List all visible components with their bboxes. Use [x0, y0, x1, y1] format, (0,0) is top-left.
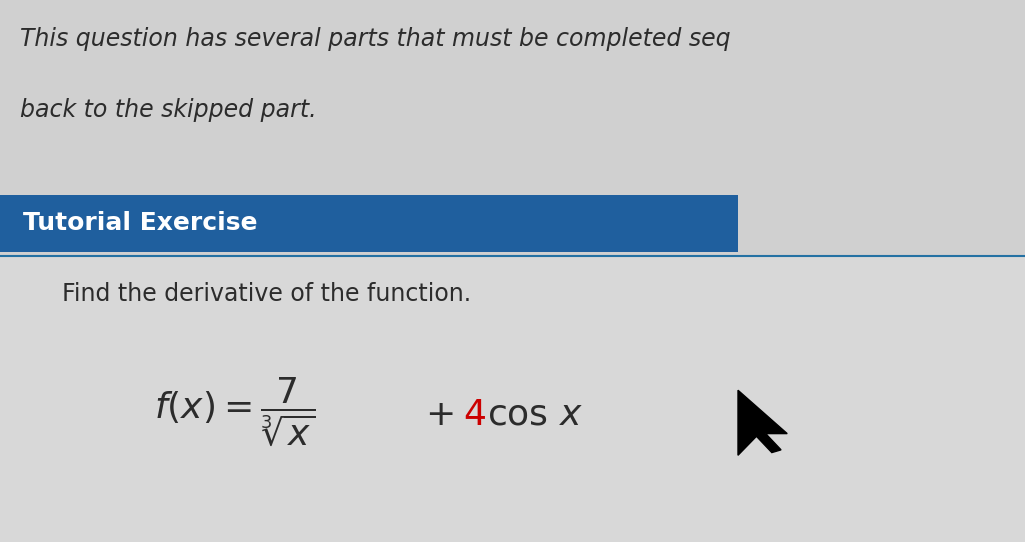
Text: $+\ $: $+\ $	[425, 398, 454, 431]
Text: Tutorial Exercise: Tutorial Exercise	[23, 211, 257, 235]
Text: Find the derivative of the function.: Find the derivative of the function.	[62, 282, 470, 306]
Text: back to the skipped part.: back to the skipped part.	[20, 98, 317, 121]
Bar	[0, 256, 1025, 542]
Bar	[0, 195, 738, 252]
Text: $\cos\,x$: $\cos\,x$	[487, 398, 583, 431]
Text: $f(x) = \dfrac{7}{\sqrt[3]{x}}$: $f(x) = \dfrac{7}{\sqrt[3]{x}}$	[154, 376, 316, 448]
Text: This question has several parts that must be completed seq: This question has several parts that mus…	[20, 27, 731, 51]
Text: $4$: $4$	[463, 398, 486, 431]
Polygon shape	[738, 390, 787, 455]
